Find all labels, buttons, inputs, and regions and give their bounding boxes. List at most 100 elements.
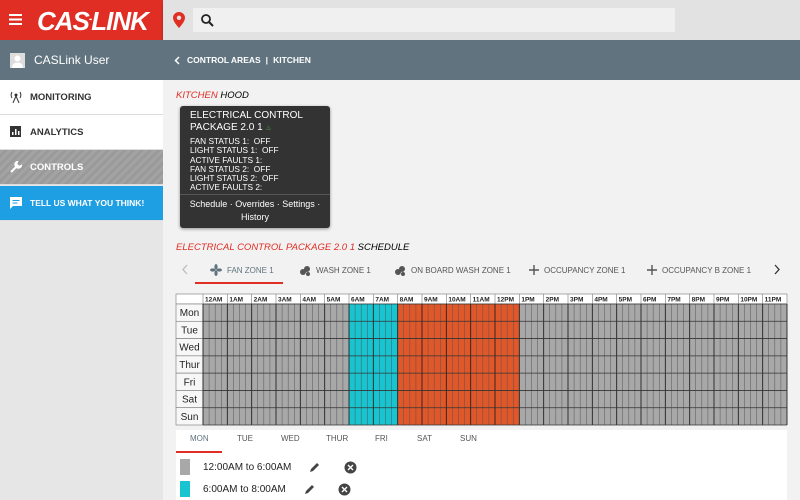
menu-item[interactable]: ANALYTICS — [0, 115, 163, 150]
user-avatar — [10, 52, 25, 68]
day-label: Sun — [181, 412, 199, 423]
hour-label: 10PM — [740, 297, 757, 304]
tabs-left-arrow[interactable] — [181, 264, 189, 275]
hour-label: 2PM — [546, 297, 559, 304]
day-label: Tue — [181, 325, 198, 336]
schedule-title: ELECTRICAL CONTROL PACKAGE 2.0 1 SCHEDUL… — [176, 242, 409, 253]
hour-label: 11PM — [765, 297, 782, 304]
text: OFF — [253, 136, 271, 146]
plus-icon — [647, 265, 657, 275]
zone-tab[interactable]: ON BOARD WASH ZONE 1 — [395, 262, 511, 278]
day-label: Sat — [182, 395, 197, 406]
back-icon[interactable] — [174, 55, 180, 65]
area-name: KITCHEN — [176, 90, 218, 101]
status-line: ACTIVE FAULTS 2: — [190, 183, 279, 192]
zone-tab[interactable]: OCCUPANCY B ZONE 1 — [647, 262, 751, 278]
fan-icon — [210, 264, 222, 276]
menu-icon — [10, 126, 21, 137]
zone-tab-active[interactable]: FAN ZONE 1 — [210, 262, 274, 278]
hour-label: 2AM — [254, 297, 268, 304]
area-label: HOOD — [220, 90, 249, 101]
hour-label: 9PM — [716, 297, 729, 304]
hour-label: 1PM — [521, 297, 534, 304]
top-bar — [163, 0, 800, 40]
logo: CAS-LINK — [37, 6, 149, 36]
hour-label: 4AM — [302, 297, 316, 304]
edit-icon[interactable] — [309, 461, 321, 473]
breadcrumb-bar: CONTROL AREAS | KITCHEN — [163, 40, 800, 80]
menu-item[interactable]: MONITORING — [0, 80, 163, 115]
schedule-label: SCHEDULE — [357, 242, 410, 253]
hour-label: 12AM — [205, 297, 222, 304]
hour-label: 8PM — [692, 297, 705, 304]
search-icon — [201, 14, 214, 27]
text: ACTIVE FAULTS 1: — [190, 154, 263, 165]
status-line: ACTIVE FAULTS 1: — [190, 154, 279, 165]
breadcrumb: KITCHEN — [273, 55, 311, 65]
zone-tab[interactable]: WASH ZONE 1 — [300, 262, 371, 278]
edit-icon[interactable] — [304, 483, 316, 495]
status-line: LIGHT STATUS 1: OFF — [190, 146, 279, 155]
menu-item[interactable]: TELL US WHAT YOU THINK! — [0, 186, 163, 221]
brand-bar: CAS-LINK — [0, 0, 163, 40]
text: OCCUPANCY ZONE 1 — [544, 265, 626, 275]
hour-label: 6AM — [351, 297, 365, 304]
day-tab[interactable]: FRI — [375, 434, 388, 443]
status-line: FAN STATUS 1: OFF — [190, 136, 279, 146]
text: FAN STATUS 1: — [190, 136, 250, 146]
text: OCCUPANCY B ZONE 1 — [662, 265, 752, 275]
card-links[interactable]: Schedule · Overrides · Settings · Histor… — [189, 199, 321, 222]
schedule-entry: 12:00AM to 6:00AM — [180, 459, 380, 475]
hour-label: 4PM — [594, 297, 607, 304]
entry-swatch — [180, 481, 190, 497]
search-box[interactable] — [193, 8, 675, 32]
entry-text: 12:00AM to 6:00AM — [203, 462, 292, 473]
entry-text: 6:00AM to 8:00AM — [203, 484, 286, 495]
tabs-right-arrow[interactable] — [773, 264, 781, 275]
day-tab[interactable]: SAT — [417, 434, 432, 443]
schedule-package: ELECTRICAL CONTROL PACKAGE 2.0 1 — [176, 242, 355, 253]
hour-label: 1AM — [229, 297, 243, 304]
text: FAN ZONE 1 — [227, 265, 274, 275]
menu-item-active[interactable]: CONTROLS — [0, 150, 163, 185]
day-label: Wed — [179, 343, 199, 354]
delete-icon[interactable] — [338, 483, 351, 496]
hour-label: 5PM — [619, 297, 632, 304]
card-title-text: ELECTRICAL CONTROL PACKAGE 2.0 1 — [190, 110, 303, 133]
day-tab[interactable]: TUE — [237, 434, 253, 443]
hour-label: 9AM — [424, 297, 438, 304]
text: OFF — [253, 163, 271, 174]
text: LIGHT STATUS 2: — [190, 173, 258, 184]
day-tab[interactable]: WED — [281, 434, 300, 443]
location-icon[interactable] — [173, 12, 185, 28]
day-panel — [176, 430, 787, 500]
menu-icon[interactable] — [9, 13, 23, 26]
menu-label: CONTROLS — [30, 161, 84, 173]
wash-icon — [395, 265, 405, 276]
plus-icon — [529, 265, 539, 275]
delete-icon[interactable] — [344, 461, 357, 474]
sidebar: CASLink User MONITORING ANALYTICS CONTRO… — [0, 40, 163, 500]
day-label: Thur — [179, 360, 200, 371]
menu-icon — [10, 91, 22, 103]
hour-label: 3AM — [278, 297, 292, 304]
day-tab[interactable]: SUN — [460, 434, 477, 443]
day-tab-active[interactable]: MON — [190, 434, 209, 443]
zone-tab[interactable]: OCCUPANCY ZONE 1 — [529, 262, 626, 278]
hour-label: 10AM — [448, 297, 465, 304]
hour-label: 5AM — [327, 297, 341, 304]
status-line: LIGHT STATUS 2: OFF — [190, 174, 279, 183]
day-underline — [176, 451, 222, 453]
breadcrumb[interactable]: CONTROL AREAS — [187, 55, 261, 65]
card-title: ELECTRICAL CONTROL PACKAGE 2.0 1 ♨ — [190, 110, 303, 133]
text: OFF — [261, 145, 279, 156]
menu-label: ANALYTICS — [30, 126, 84, 138]
package-card: ELECTRICAL CONTROL PACKAGE 2.0 1 ♨ FAN S… — [180, 106, 330, 228]
menu-icon — [10, 161, 22, 173]
day-tab[interactable]: THUR — [326, 434, 349, 443]
hour-label: 11AM — [473, 297, 490, 304]
hour-label: 7AM — [375, 297, 389, 304]
schedule-entry: 6:00AM to 8:00AM — [180, 481, 380, 497]
logo-right: LINK — [91, 6, 149, 36]
